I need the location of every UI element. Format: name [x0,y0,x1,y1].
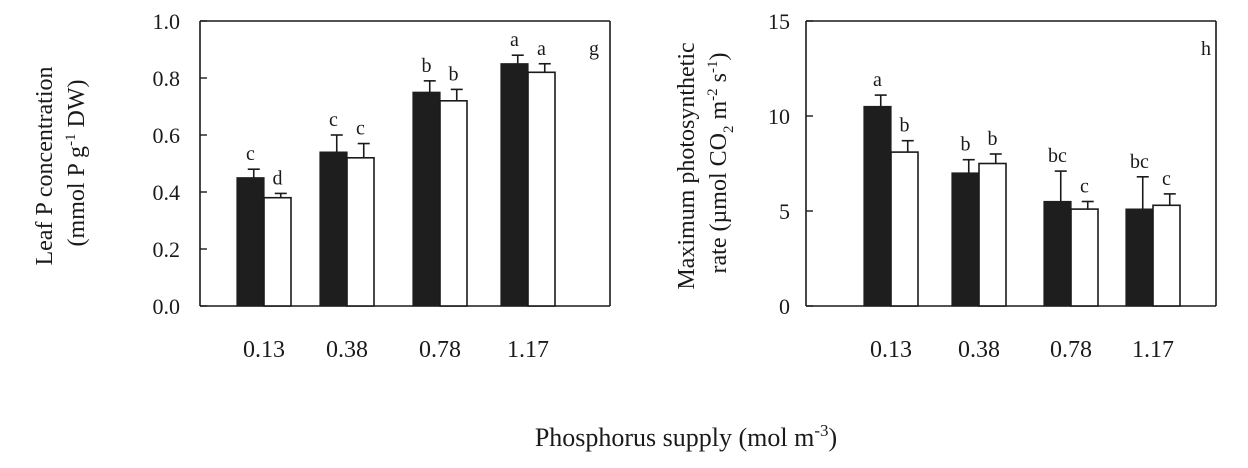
panel-g-bar-dark [500,63,529,307]
panel-g-significance-letter: c [329,109,338,131]
panel-g-significance-letter: b [422,55,432,77]
panel-g-category-label: 1.17 [507,337,549,363]
panel-g-bar-dark [236,177,265,307]
panel-h-category-label: 0.13 [870,337,912,363]
panel-g-ytick-label: 0.2 [153,237,181,262]
panel-h-bar-open [1070,208,1099,307]
panel-g-ylabel-line2: (mmol P g-1 DW) [63,80,90,247]
panel-h-category-label: 1.17 [1132,337,1174,363]
panel-g-chart: 0.00.20.40.60.81.00.13 0.38 0.78 1.17ccbadc… [153,9,611,363]
panel-h-ylabel: Maximum photosynthetic rate (µmol CO2 m-… [674,36,737,289]
panel-h-ytick-label: 10 [768,104,790,129]
panel-h-significance-letter: b [900,115,910,137]
panel-h-bar-open [890,151,919,307]
panel-h-significance-letter: c [1162,168,1171,190]
panel-h-category-label: 0.38 [958,337,1000,363]
panel-g-significance-letter: c [356,118,365,140]
panel-h-significance-letter: bc [1130,151,1149,173]
panel-h-significance-letter: a [873,69,882,91]
panel-h-ylabel-line2: rate (µmol CO2 m-2 s-1) [705,53,737,274]
panel-h-label: h [1201,38,1211,60]
panel-g-ytick-label: 0.8 [153,66,181,91]
shared-xlabel: Phosphorus supply (mol m-3) [535,421,837,452]
panel-h-category-label: 0.78 [1050,337,1092,363]
panel-g-significance-letter: d [273,167,283,189]
panel-g-bar-dark [319,151,348,307]
panel-g-bar-open [439,100,468,307]
panel-h-ylabel-line1: Maximum photosynthetic [674,42,700,289]
panel-g-bar-open [527,71,556,307]
panel-g-bar-open [346,157,375,307]
panel-h-significance-letter: bc [1048,145,1067,167]
panel-h-ytick-label: 0 [779,294,790,319]
panel-g-ytick-label: 1.0 [153,9,181,34]
panel-g-ytick-label: 0.4 [153,180,181,205]
panel-h-bar-open [1152,204,1181,307]
panel-g-category-label: 0.13 [243,337,285,363]
panel-g-bar-dark [412,91,441,307]
panel-g-significance-letter: a [537,38,546,60]
panel-h-bar-open [978,162,1007,307]
panel-h-bar-dark [863,105,892,307]
panel-h-significance-letter: b [961,134,971,156]
panel-g-label: g [589,38,599,60]
panel-g-category-label: 0.78 [419,337,461,363]
panel-h-ytick-label: 15 [768,9,790,34]
panel-g-ytick-label: 0.6 [153,123,181,148]
panel-g-bar-open [263,196,292,307]
panel-g-ylabel-line1: Leaf P concentration [32,66,58,265]
panel-h-bar-dark [1125,208,1154,307]
panel-g-ytick-label: 0.0 [153,294,181,319]
panel-h-ytick-label: 5 [779,199,790,224]
panel-h-significance-letter: b [988,128,998,150]
panel-h-significance-letter: c [1080,176,1089,198]
panel-h-bar-dark [1043,200,1072,307]
panel-h-bar-dark [951,172,980,307]
panel-g-significance-letter: a [510,29,519,51]
panel-g-significance-letter: b [449,63,459,85]
panel-g-significance-letter: c [246,143,255,165]
panel-g-category-label: 0.38 [326,337,368,363]
panel-g-ylabel: Leaf P concentration (mmol P g-1 DW) [32,60,90,265]
